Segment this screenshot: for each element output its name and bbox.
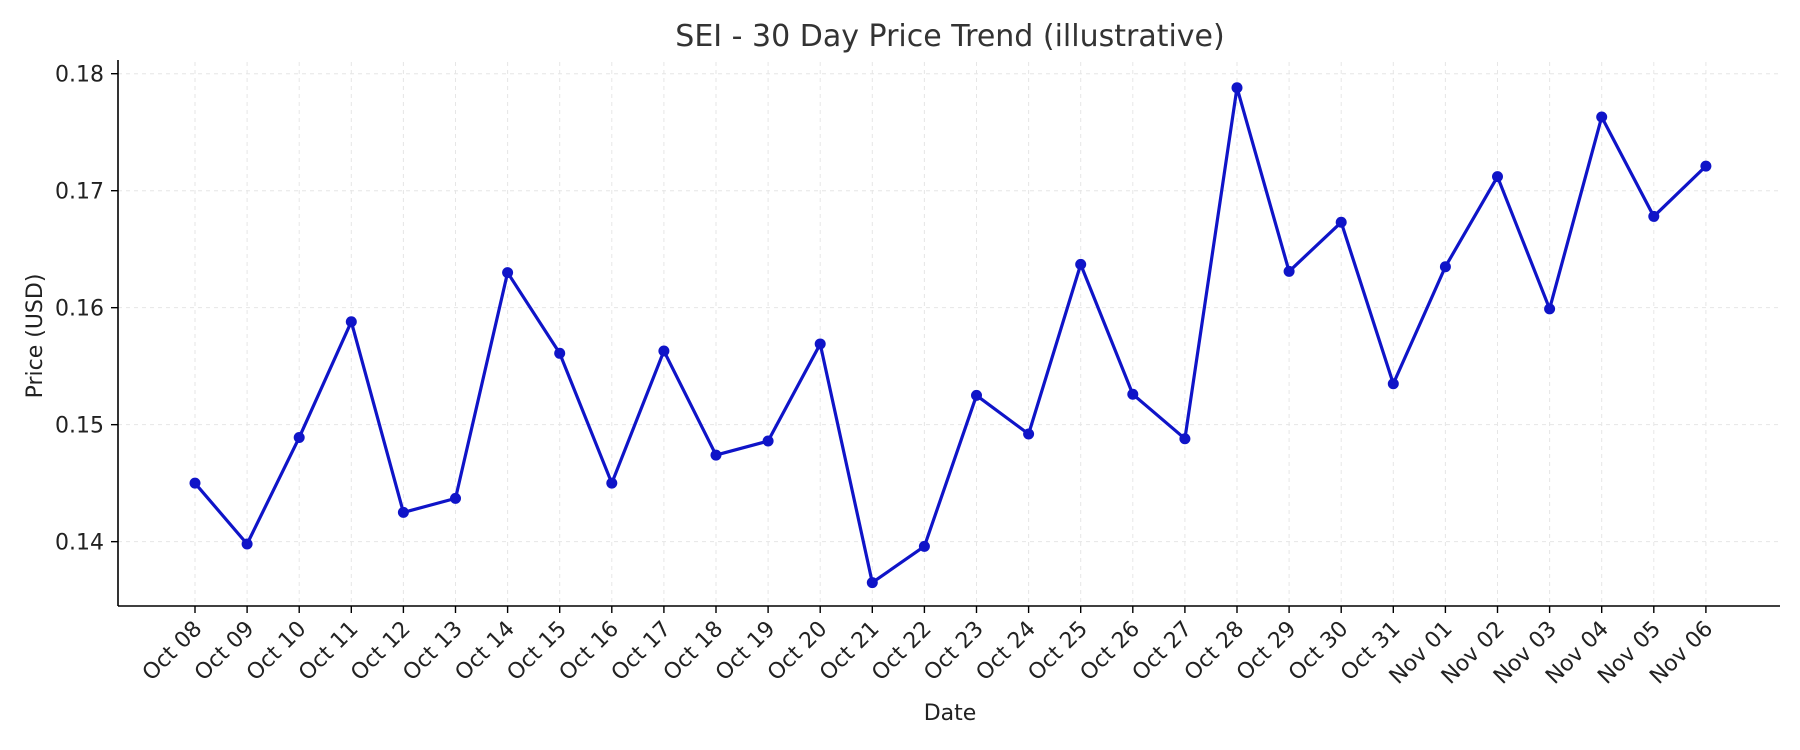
data-point xyxy=(1179,433,1191,445)
data-point xyxy=(241,538,253,550)
data-point xyxy=(606,477,618,489)
data-point xyxy=(189,477,201,489)
data-point xyxy=(658,345,670,357)
y-tick-label: 0.15 xyxy=(55,414,104,439)
data-point xyxy=(1544,303,1556,315)
data-point xyxy=(554,347,566,359)
data-point xyxy=(1335,216,1347,228)
data-point xyxy=(918,540,930,552)
data-point xyxy=(1283,265,1295,277)
y-tick-label: 0.14 xyxy=(55,531,104,556)
data-point xyxy=(1439,261,1451,273)
data-point xyxy=(710,449,722,461)
data-point xyxy=(971,389,982,401)
data-point xyxy=(450,492,461,504)
data-point xyxy=(1075,258,1087,270)
data-point xyxy=(1492,171,1503,183)
data-point xyxy=(1700,160,1712,172)
y-tick-label: 0.17 xyxy=(55,180,104,205)
grid xyxy=(118,62,1780,606)
data-point xyxy=(1023,428,1035,440)
data-point xyxy=(502,267,514,279)
data-point xyxy=(293,432,305,444)
y-axis-label: Price (USD) xyxy=(23,274,48,399)
axes xyxy=(117,60,1780,607)
data-point xyxy=(1387,378,1399,390)
data-point xyxy=(1127,388,1139,400)
y-axis-ticks: 0.14 0.15 0.16 0.17 0.18 xyxy=(55,63,118,556)
data-point xyxy=(814,338,826,350)
data-point xyxy=(1648,210,1660,222)
data-point xyxy=(866,577,878,589)
data-point xyxy=(762,435,774,447)
chart-title: SEI - 30 Day Price Trend (illustrative) xyxy=(675,19,1224,54)
data-point xyxy=(345,316,357,328)
data-point xyxy=(1231,82,1243,94)
x-axis-label: Date xyxy=(924,701,977,726)
data-point xyxy=(397,506,409,518)
y-tick-label: 0.18 xyxy=(55,63,104,88)
data-point xyxy=(1596,111,1608,123)
series-group xyxy=(189,82,1712,589)
series-line xyxy=(193,86,1708,585)
y-tick-label: 0.16 xyxy=(55,297,104,322)
